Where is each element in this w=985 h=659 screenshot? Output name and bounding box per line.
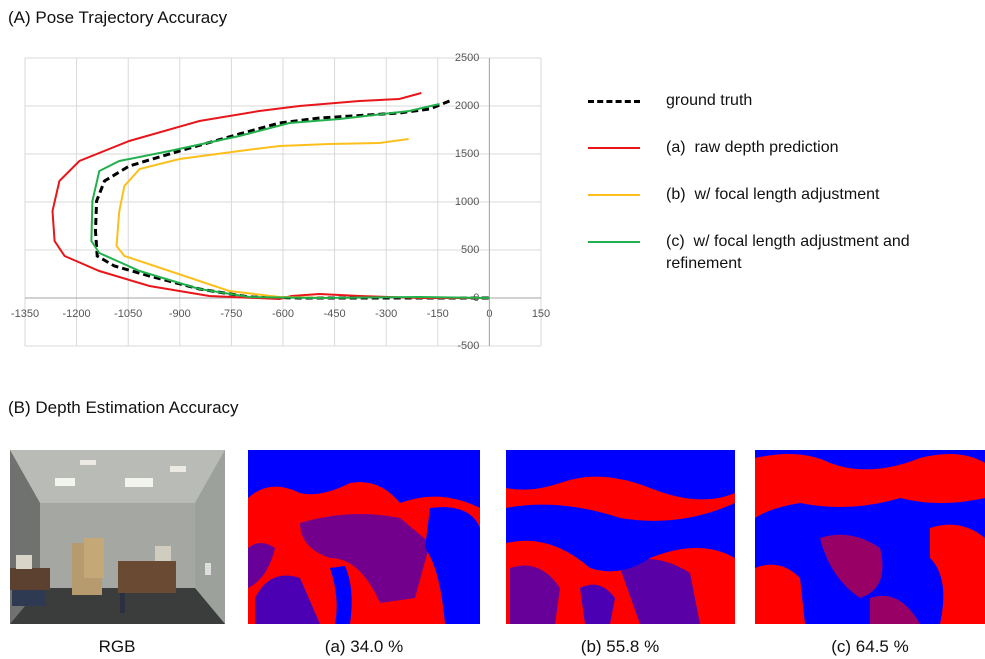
- depth-map-b: [506, 450, 735, 624]
- legend-item: (c) w/ focal length adjustment and refin…: [588, 231, 968, 278]
- depth-map-a: [248, 450, 480, 624]
- x-tick-label: -600: [272, 308, 294, 320]
- legend-label: (a) raw depth prediction: [666, 137, 946, 159]
- legend-item: ground truth: [588, 90, 968, 137]
- x-tick-label: 150: [532, 308, 550, 320]
- y-tick-label: 1500: [455, 148, 479, 160]
- chart: -1350-1200-1050-900-750-600-450-300-1500…: [0, 0, 580, 360]
- legend-swatch: [588, 147, 640, 149]
- x-tick-label: -750: [220, 308, 242, 320]
- y-tick-label: 2000: [455, 100, 479, 112]
- legend-item: (a) raw depth prediction: [588, 137, 968, 184]
- x-tick-label: -1350: [11, 308, 39, 320]
- caption: (c) 64.5 %: [755, 637, 985, 657]
- legend-label: (b) w/ focal length adjustment: [666, 184, 946, 206]
- legend-label: ground truth: [666, 90, 946, 112]
- legend: ground truth (a) raw depth prediction (b) …: [588, 90, 968, 278]
- x-tick-label: -450: [324, 308, 346, 320]
- caption: (a) 34.0 %: [249, 637, 479, 657]
- x-tick-label: -900: [169, 308, 191, 320]
- x-tick-label: -150: [427, 308, 449, 320]
- rgb-image: [10, 450, 225, 624]
- x-tick-label: -1050: [114, 308, 142, 320]
- series-line: [91, 104, 489, 298]
- series-line: [117, 139, 409, 298]
- y-tick-label: 1000: [455, 196, 479, 208]
- legend-swatch: [588, 194, 640, 196]
- panel-b-title: (B) Depth Estimation Accuracy: [8, 398, 239, 418]
- legend-item: (b) w/ focal length adjustment: [588, 184, 968, 231]
- y-tick-label: 500: [461, 244, 479, 256]
- x-tick-label: -300: [375, 308, 397, 320]
- series-line: [96, 101, 490, 298]
- caption: (b) 55.8 %: [505, 637, 735, 657]
- y-tick-label: -500: [457, 340, 479, 352]
- y-tick-label: 2500: [455, 52, 479, 64]
- legend-label: (c) w/ focal length adjustment and refin…: [666, 231, 946, 275]
- x-tick-label: -1200: [63, 308, 91, 320]
- image-row: [0, 448, 985, 628]
- depth-map-c: [755, 450, 985, 624]
- legend-swatch: [588, 241, 640, 243]
- page: (A) Pose Trajectory Accuracy -1350-1200-…: [0, 0, 985, 659]
- legend-swatch: [588, 100, 640, 103]
- caption: RGB: [2, 637, 232, 657]
